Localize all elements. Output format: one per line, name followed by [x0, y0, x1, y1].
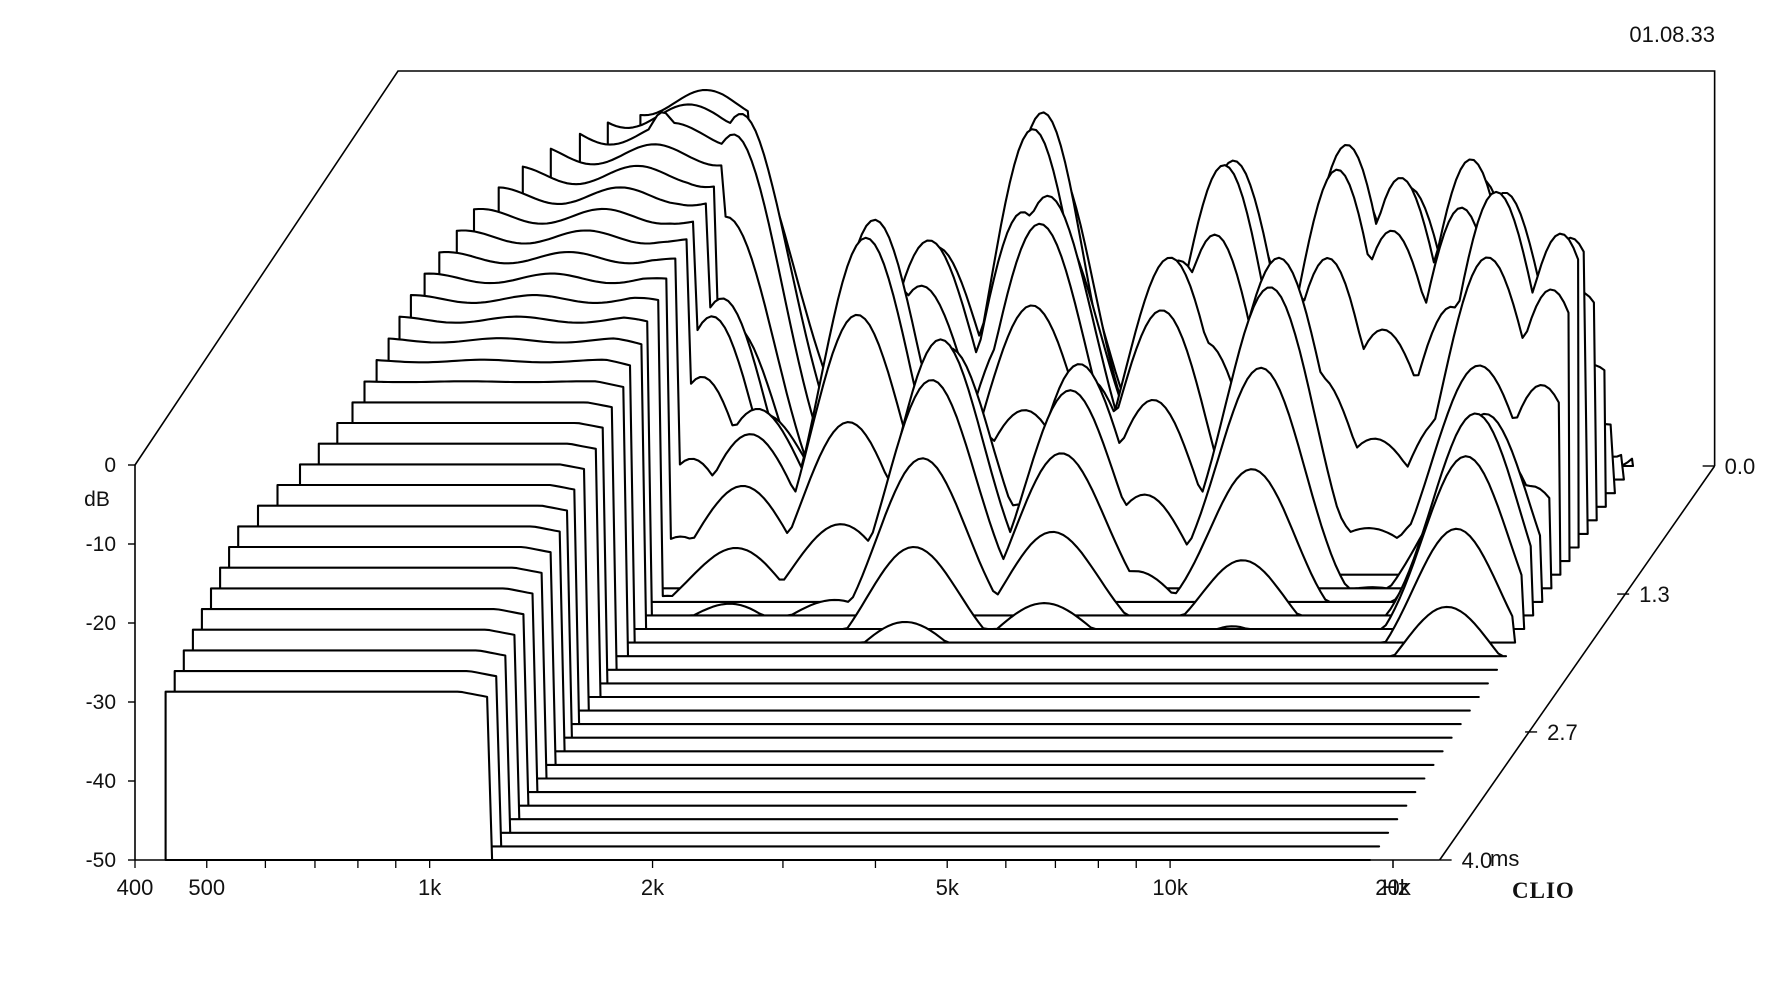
date-stamp: 01.08.33	[1629, 22, 1715, 47]
back-plane-edge	[134, 70, 1716, 466]
x-tick-label: 10k	[1152, 875, 1188, 900]
waterfall-slice	[164, 690, 1372, 862]
x-tick-label: 2k	[641, 875, 665, 900]
x-tick-label: 500	[188, 875, 225, 900]
time-tick-label: 4.0	[1462, 848, 1493, 873]
brand-logo: CLIO	[1512, 878, 1575, 903]
waterfall-slice	[276, 483, 1462, 726]
y-axis-title: dB	[84, 488, 110, 511]
x-tick-label: 20k	[1375, 875, 1411, 900]
time-axis-unit: ms	[1490, 846, 1519, 871]
y-tick-label: -10	[86, 533, 116, 556]
x-tick-label: 1k	[418, 875, 442, 900]
time-tick-label: 2.7	[1547, 720, 1578, 745]
y-tick-label: -20	[86, 612, 116, 635]
y-tick-label: -30	[86, 691, 116, 714]
x-axis-unit: Hz	[1382, 875, 1409, 900]
x-tick-label: 400	[117, 875, 154, 900]
time-tick-label: 1.3	[1639, 582, 1670, 607]
y-tick-label: 0	[104, 454, 116, 477]
y-tick-label: -50	[86, 849, 116, 872]
depth-right-edge	[1438, 465, 1716, 861]
plot-frame	[134, 70, 1716, 861]
y-tick-label: -40	[86, 770, 116, 793]
time-axis: 0.0 1.3 2.7 4.0	[1439, 454, 1756, 873]
x-tick-label: 5k	[936, 875, 960, 900]
x-axis: 400 500 1k 2k 5k 10k 20k	[117, 860, 1412, 900]
slice-layer	[164, 88, 1635, 862]
y-axis: 0 -10 -20 -30 -40 -50	[86, 454, 135, 872]
time-tick-label: 0.0	[1725, 454, 1756, 479]
waterfall-slice	[409, 294, 1544, 603]
